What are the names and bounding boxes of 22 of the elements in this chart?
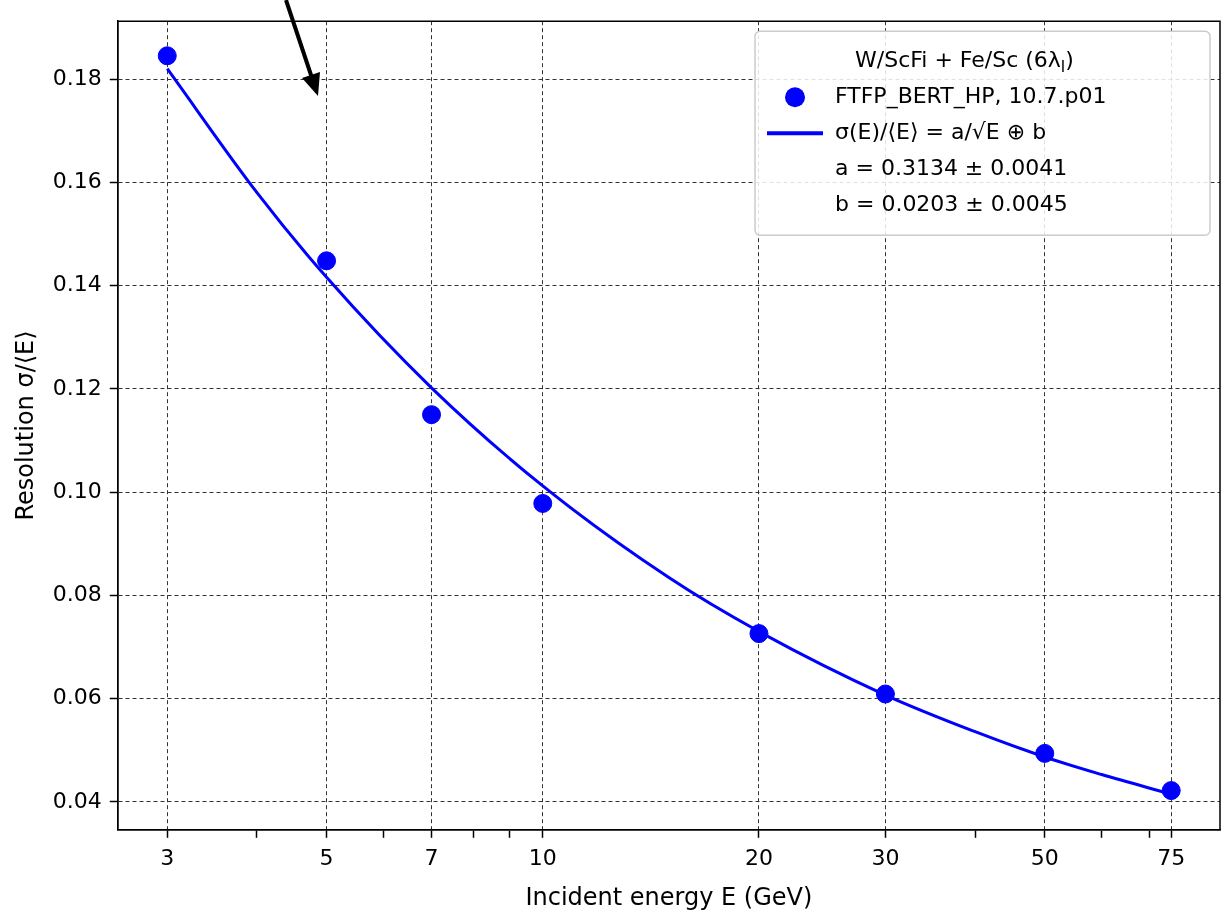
x-axis-title: Incident energy E (GeV): [525, 882, 813, 911]
annotation: a = 0.3134 ± 0.0041: [835, 154, 1068, 180]
x-tick-label: 75: [1157, 844, 1186, 870]
y-tick-label: 0.16: [52, 168, 102, 194]
y-tick-label: 0.14: [52, 271, 102, 297]
x-tick-label: 30: [871, 844, 900, 870]
y-tick-label: 0.12: [52, 374, 102, 400]
y-tick-label: 0.10: [52, 477, 102, 503]
legend-label: σ(E)/⟨E⟩ = a/√E ⊕ b: [835, 118, 1047, 144]
annotation: b = 0.0203 ± 0.0045: [835, 190, 1068, 216]
y-axis-title: Resolution σ/⟨E⟩: [10, 330, 39, 521]
x-tick-label: 3: [160, 844, 175, 870]
x-tick-label: 50: [1030, 844, 1059, 870]
legend-label: FTFP_BERT_HP, 10.7.p01: [835, 82, 1107, 109]
y-tick-label: 0.04: [52, 787, 102, 813]
x-tick-label: 10: [528, 844, 557, 870]
y-tick-label: 0.18: [52, 64, 102, 90]
y-tick-label: 0.06: [52, 684, 102, 710]
x-tick-label: 5: [319, 844, 334, 870]
x-tick-label: 7: [424, 844, 439, 870]
x-tick-label: 20: [744, 844, 773, 870]
y-tick-label: 0.08: [52, 581, 102, 607]
